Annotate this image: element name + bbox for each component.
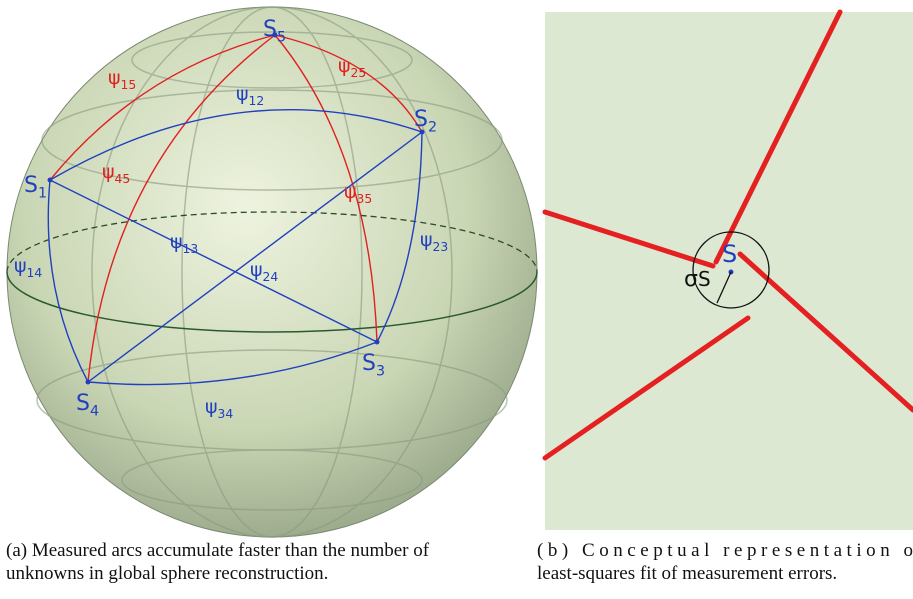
node-label-base: S	[414, 107, 428, 132]
sigma: σ	[684, 267, 698, 292]
arc-label-base: ψ	[205, 396, 218, 418]
arc-label-base: ψ	[338, 55, 351, 77]
node-dot	[375, 340, 380, 345]
node-label-sub: 2	[428, 120, 437, 136]
arc-label-base: ψ	[250, 259, 263, 281]
node-label-sub: 1	[38, 186, 47, 202]
caption-a: unknowns in global sphere reconstruction…	[6, 563, 328, 584]
arc-label-base: ψ	[108, 67, 121, 89]
arc-label-sub: 24	[263, 270, 279, 284]
arc-label-sub: 23	[433, 240, 449, 254]
arc-label-base: ψ	[344, 181, 357, 203]
caption-b: (b) Conceptual representation o	[537, 540, 913, 561]
arc-label-sub: 45	[115, 172, 131, 186]
arc-label-sub: 12	[249, 94, 265, 108]
figure: S σS S5S2S1S3S4ψ15ψ25ψ45ψ35ψ12ψ13ψ24ψ23ψ…	[0, 0, 913, 594]
arc-label-base: ψ	[420, 229, 433, 251]
caption-b: least-squares fit of measurement errors.	[537, 563, 837, 584]
arc-label-sub: 15	[121, 78, 137, 92]
node-label-base: S	[362, 351, 376, 376]
node-label-sub: 3	[376, 364, 385, 380]
node-label-sub: 4	[90, 404, 99, 420]
arc-label-base: ψ	[170, 231, 183, 253]
sigma-label: σS	[684, 267, 711, 292]
node-dot	[48, 178, 53, 183]
arc-label-sub: 34	[218, 407, 234, 421]
arc-label-base: ψ	[14, 255, 27, 277]
arc-label-sub: 13	[183, 242, 199, 256]
arc-label-sub: 25	[351, 66, 367, 80]
arc-label-sub: 14	[27, 266, 43, 280]
node-dot	[86, 380, 91, 385]
sigma-sub: S	[698, 267, 711, 291]
node-label-base: S	[76, 391, 90, 416]
node-label-base: S	[263, 17, 277, 42]
caption-a: (a) Measured arcs accumulate faster than…	[6, 540, 430, 561]
node-label-sub: 5	[277, 30, 286, 46]
point-label: S	[722, 240, 737, 268]
arc-label-base: ψ	[102, 161, 115, 183]
arc-label-base: ψ	[236, 83, 249, 105]
node-label-base: S	[24, 173, 38, 198]
arc-label-sub: 35	[357, 192, 373, 206]
